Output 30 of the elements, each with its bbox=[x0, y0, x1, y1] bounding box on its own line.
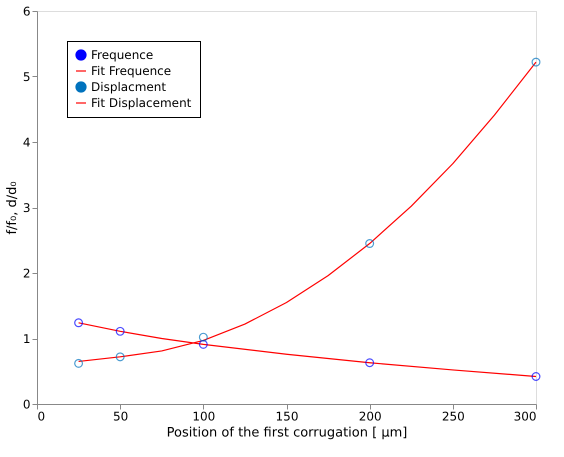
point bbox=[532, 372, 540, 381]
point bbox=[74, 318, 84, 328]
x-tick-label: 100 bbox=[192, 410, 216, 424]
legend-label: Fit Displacement bbox=[91, 96, 192, 110]
x-tick-label: 0 bbox=[38, 410, 46, 424]
x-tick-label: 50 bbox=[113, 410, 128, 424]
y-tick-label: 1 bbox=[22, 332, 30, 346]
point bbox=[116, 326, 125, 336]
legend-label: Displacment bbox=[91, 80, 166, 94]
point bbox=[532, 58, 540, 67]
x-axis-title: Position of the first corrugation [ μm] bbox=[166, 426, 408, 440]
x-tick-label: 200 bbox=[358, 410, 382, 424]
x-tick-label: 300 bbox=[514, 410, 536, 424]
point bbox=[365, 358, 374, 368]
point bbox=[198, 332, 208, 342]
y-tick-label: 4 bbox=[22, 136, 30, 150]
y-axis-title: f/f₀, d/d₀ bbox=[4, 181, 20, 235]
point bbox=[116, 352, 125, 362]
point bbox=[74, 358, 84, 368]
y-tick-label: 6 bbox=[22, 4, 30, 18]
y-tick-label: 2 bbox=[22, 266, 30, 280]
x-tick-label: 150 bbox=[276, 410, 298, 424]
point bbox=[365, 239, 374, 248]
point bbox=[198, 340, 208, 349]
x-tick-label: 250 bbox=[442, 410, 465, 424]
y-tick-label: 5 bbox=[22, 70, 30, 84]
y-tick-label: 0 bbox=[22, 398, 30, 412]
y-tick-label: 3 bbox=[22, 201, 30, 215]
legend-label: Frequence bbox=[91, 48, 154, 62]
legend-label: Fit Frequence bbox=[91, 64, 172, 78]
